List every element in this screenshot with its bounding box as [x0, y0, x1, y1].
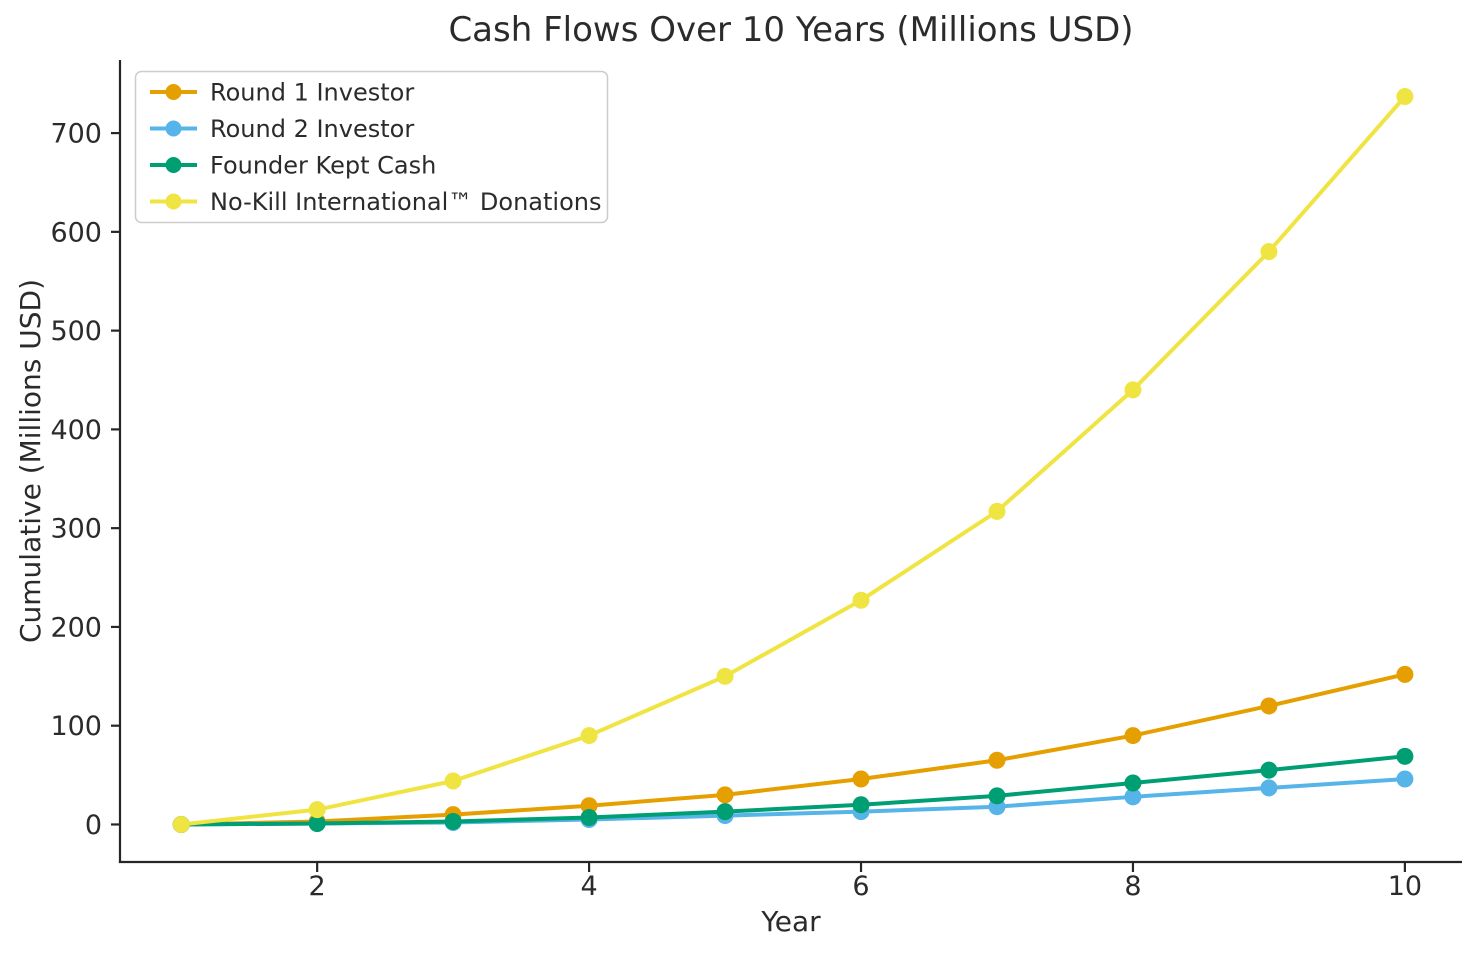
data-point-marker: [988, 502, 1006, 520]
data-point-marker: [988, 787, 1006, 805]
series-no-kill-international-donations: [172, 88, 1414, 833]
y-tick-label: 300: [50, 514, 102, 545]
legend-box: [134, 70, 609, 224]
legend-items: Round 1 Investor Round 2 Investor Founder …: [150, 79, 601, 216]
data-point-marker: [1396, 747, 1414, 765]
data-point-marker: [308, 814, 326, 832]
data-point-marker: [1124, 727, 1142, 745]
y-tick-label: 700: [50, 119, 102, 150]
legend-marker-dot: [165, 84, 182, 100]
y-tick-label: 100: [50, 711, 102, 742]
legend-item-label: Founder Kept Cash: [210, 152, 436, 180]
legend: Round 1 Investor Round 2 Investor Founder …: [134, 70, 609, 224]
data-point-marker: [716, 667, 734, 685]
data-point-marker: [716, 803, 734, 821]
x-tick-label: 4: [580, 871, 597, 902]
chart-title: Cash Flows Over 10 Years (Millions USD): [448, 10, 1133, 50]
legend-marker-dot: [165, 157, 182, 173]
y-axis-label: Cumulative (Millions USD): [14, 279, 47, 643]
y-tick-label: 600: [50, 217, 102, 248]
x-tick-label: 2: [309, 871, 326, 902]
series-line: [179, 672, 1407, 827]
legend-item-label: Round 2 Investor: [210, 115, 414, 143]
data-point-marker: [580, 727, 598, 745]
data-point-marker: [1124, 788, 1142, 806]
series-founder-kept-cash: [172, 747, 1414, 833]
data-point-marker: [1260, 779, 1278, 797]
x-axis-label: Year: [760, 905, 821, 938]
data-point-marker: [444, 772, 462, 790]
y-axis-ticks: 0 100 200 300 400 500 600 700: [50, 119, 120, 841]
data-point-marker: [444, 813, 462, 831]
data-point-marker: [1396, 665, 1414, 683]
data-point-marker: [580, 797, 598, 815]
x-tick-label: 10: [1388, 871, 1422, 902]
legend-item-founder-kept-cash: Founder Kept Cash: [150, 152, 436, 180]
series-line: [179, 94, 1407, 827]
y-tick-label: 500: [50, 316, 102, 347]
legend-item-label: Round 1 Investor: [210, 79, 414, 107]
data-point-marker: [988, 751, 1006, 769]
data-point-marker: [852, 770, 870, 788]
data-point-marker: [1260, 761, 1278, 779]
data-point-marker: [1124, 381, 1142, 399]
data-point-marker: [1260, 243, 1278, 261]
y-tick-label: 0: [85, 810, 102, 841]
data-point-marker: [1124, 774, 1142, 792]
legend-marker-dot: [165, 120, 182, 137]
legend-item-label: No-Kill International™ Donations: [210, 188, 601, 216]
legend-item-no-kill-international-donations: No-Kill International™ Donations: [150, 188, 601, 216]
legend-item-round-1-investor: Round 1 Investor: [150, 79, 414, 107]
x-tick-label: 6: [852, 871, 869, 902]
y-tick-label: 200: [50, 612, 102, 643]
data-point-marker: [852, 591, 870, 609]
legend-marker-dot: [165, 193, 182, 210]
data-point-marker: [852, 796, 870, 814]
x-axis-ticks: 2 4 6 8 10: [309, 863, 1422, 902]
x-tick-label: 8: [1124, 871, 1141, 902]
data-point-marker: [580, 809, 598, 827]
data-point-marker: [716, 786, 734, 804]
series-layer: [172, 88, 1414, 833]
data-point-marker: [172, 815, 190, 833]
data-point-marker: [308, 801, 326, 819]
data-point-marker: [1396, 770, 1414, 788]
y-tick-label: 400: [50, 415, 102, 446]
series-line: [179, 754, 1407, 827]
legend-item-round-2-investor: Round 2 Investor: [150, 115, 414, 143]
data-point-marker: [1396, 88, 1414, 106]
data-point-marker: [1260, 697, 1278, 715]
